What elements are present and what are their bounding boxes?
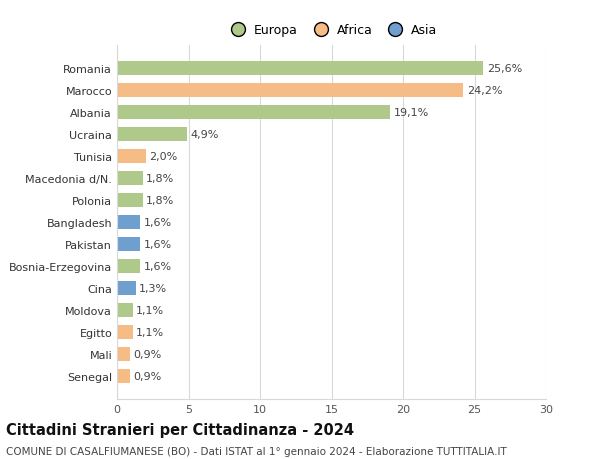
Bar <box>117 84 463 98</box>
Text: 1,6%: 1,6% <box>143 240 172 250</box>
Text: 1,1%: 1,1% <box>136 305 164 315</box>
Text: 1,8%: 1,8% <box>146 196 175 206</box>
Text: 0,9%: 0,9% <box>133 349 161 359</box>
Text: 1,6%: 1,6% <box>143 218 172 228</box>
Bar <box>117 128 187 142</box>
Text: Cittadini Stranieri per Cittadinanza - 2024: Cittadini Stranieri per Cittadinanza - 2… <box>6 422 354 437</box>
Text: 0,9%: 0,9% <box>133 371 161 381</box>
Bar <box>117 62 483 76</box>
Bar <box>117 150 146 164</box>
Text: 4,9%: 4,9% <box>191 130 219 140</box>
Bar <box>117 172 143 186</box>
Bar <box>117 281 136 296</box>
Text: 1,6%: 1,6% <box>143 262 172 271</box>
Bar <box>117 325 133 339</box>
Bar <box>117 303 133 318</box>
Bar <box>117 237 140 252</box>
Bar <box>117 369 130 383</box>
Text: 24,2%: 24,2% <box>467 86 502 96</box>
Text: 25,6%: 25,6% <box>487 64 522 74</box>
Bar <box>117 347 130 361</box>
Text: COMUNE DI CASALFIUMANESE (BO) - Dati ISTAT al 1° gennaio 2024 - Elaborazione TUT: COMUNE DI CASALFIUMANESE (BO) - Dati IST… <box>6 447 507 456</box>
Legend: Europa, Africa, Asia: Europa, Africa, Asia <box>226 24 437 37</box>
Text: 2,0%: 2,0% <box>149 152 178 162</box>
Text: 1,8%: 1,8% <box>146 174 175 184</box>
Bar <box>117 259 140 274</box>
Text: 19,1%: 19,1% <box>394 108 429 118</box>
Bar <box>117 194 143 208</box>
Bar <box>117 215 140 230</box>
Bar <box>117 106 390 120</box>
Text: 1,1%: 1,1% <box>136 327 164 337</box>
Text: 1,3%: 1,3% <box>139 283 167 293</box>
